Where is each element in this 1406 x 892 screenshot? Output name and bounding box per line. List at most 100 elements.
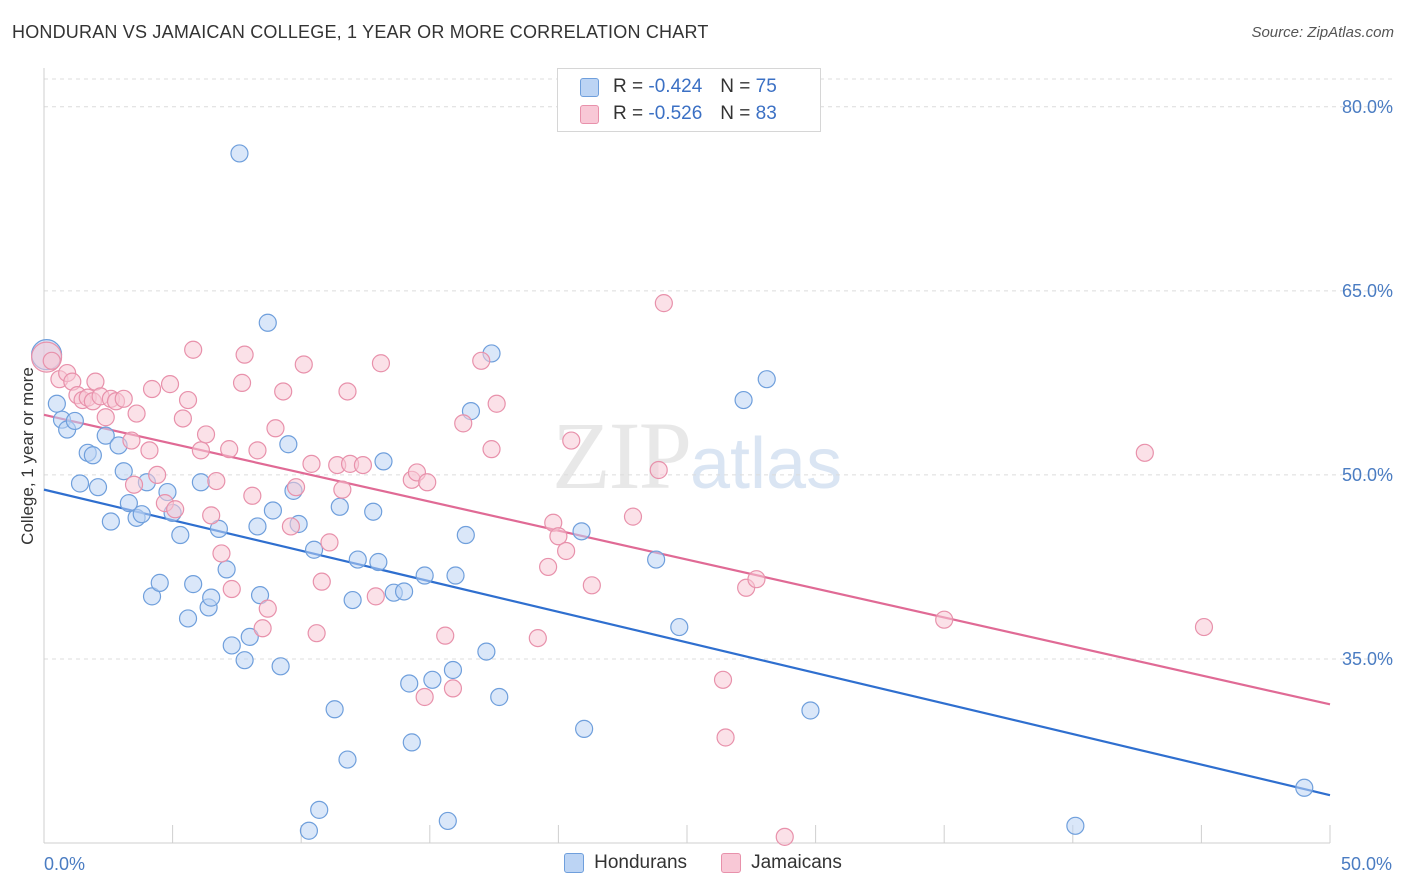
jamaican-point [716, 728, 735, 747]
jamaican-point [266, 419, 285, 438]
honduran-point [330, 497, 349, 516]
grid-lines [44, 78, 1392, 660]
jamaican-point [114, 389, 133, 408]
honduran-point [184, 575, 203, 594]
jamaican-point [418, 473, 437, 492]
honduran-point [456, 525, 475, 545]
honduran-point [443, 660, 463, 680]
jamaicans-swatch [721, 853, 742, 873]
x-tick-label: 0.0% [44, 854, 85, 874]
legend-item-jamaicans[interactable]: Jamaicans [721, 852, 842, 874]
jamaican-point [654, 294, 673, 313]
jamaican-point [1135, 443, 1154, 462]
jamaican-point [562, 431, 581, 450]
jamaican-point [184, 340, 203, 359]
jamaican-point [232, 373, 252, 392]
jamaican-point [258, 599, 277, 618]
watermark-logo: ZIPatlas [552, 400, 842, 511]
honduran-point [304, 540, 324, 559]
jamaican-point [212, 544, 231, 563]
y-tick-label: 35.0% [1342, 649, 1393, 669]
jamaican-point [333, 480, 352, 499]
honduran-point [235, 651, 254, 670]
jamaican-point [166, 500, 185, 519]
honduran-point [171, 525, 190, 545]
honduran-point [132, 505, 151, 524]
jamaican-point [320, 533, 339, 552]
jamaican-point [196, 425, 216, 444]
jamaican-point [248, 441, 267, 460]
legend-r-value: -0.424 [648, 76, 703, 97]
jamaican-point [528, 628, 547, 648]
jamaican-point [649, 460, 668, 480]
jamaican-point [122, 431, 141, 450]
watermark-atlas: atlas [690, 424, 843, 504]
honduran-point [250, 586, 270, 605]
honduran-point [343, 590, 362, 610]
legend-r-label: R = [613, 76, 644, 97]
honduran-point [490, 687, 509, 707]
honduran-point [348, 550, 367, 569]
honduran-point [114, 462, 133, 481]
jamaican-point [222, 579, 241, 599]
legend-label-jamaicans: Jamaicans [751, 852, 842, 873]
honduran-point [70, 474, 90, 493]
honduran-point [325, 700, 344, 719]
legend-item-hondurans[interactable]: Hondurans [564, 852, 687, 874]
honduran-point [96, 426, 115, 445]
jamaican-point [935, 610, 954, 629]
honduran-point [258, 313, 277, 332]
honduran-point [47, 394, 66, 413]
honduran-point [178, 609, 198, 628]
legend-n-label: N = [720, 76, 751, 97]
honduran-point [202, 588, 221, 607]
honduran-point [423, 670, 442, 689]
jamaican-point [443, 679, 463, 698]
honduran-point [338, 750, 357, 769]
jamaican-point [274, 382, 293, 401]
jamaican-point [207, 471, 226, 491]
honduran-point [1295, 778, 1314, 797]
jamaican-point [173, 409, 192, 428]
honduran-point [394, 582, 414, 601]
honduran-point [279, 435, 298, 454]
honduran-point [83, 446, 102, 465]
jamaican-point [371, 354, 391, 373]
legend-n-value: 75 [755, 76, 777, 97]
honduran-point [438, 811, 457, 831]
honduran-point [230, 144, 249, 163]
jamaican-point [202, 506, 221, 525]
honduran-point [209, 519, 228, 538]
honduran-point [801, 701, 820, 720]
honduran-point [271, 657, 290, 676]
honduran-point [400, 674, 419, 693]
y-tick-label: 80.0% [1342, 97, 1393, 117]
jamaican-point [243, 486, 262, 505]
honduran-point [1066, 816, 1085, 835]
jamaican-point [307, 624, 326, 643]
y-tick-label: 50.0% [1342, 465, 1393, 485]
jamaican-point [539, 557, 558, 577]
jamaican-point [454, 414, 473, 433]
jamaican-point [253, 619, 272, 638]
legend-row-hondurans: R = -0.424 N = 75 [580, 74, 777, 100]
honduran-point [575, 719, 594, 738]
honduran-point [88, 478, 108, 497]
honduran-point [310, 800, 329, 819]
jamaican-point [281, 517, 301, 536]
jamaican-point [191, 441, 210, 460]
jamaican-point [235, 345, 254, 364]
jamaican-point [549, 527, 568, 546]
jamaican-point [472, 351, 491, 370]
honduran-point [734, 390, 753, 410]
y-tick-label: 65.0% [1342, 281, 1393, 301]
honduran-point [65, 411, 84, 431]
jamaican-point [747, 570, 766, 589]
honduran-point [222, 636, 241, 655]
legend-r-value: -0.526 [648, 103, 703, 124]
honduran-point [248, 517, 267, 536]
data-points [30, 144, 1314, 846]
jamaican-point [127, 404, 146, 423]
series-legend: Hondurans Jamaicans [0, 852, 1406, 874]
